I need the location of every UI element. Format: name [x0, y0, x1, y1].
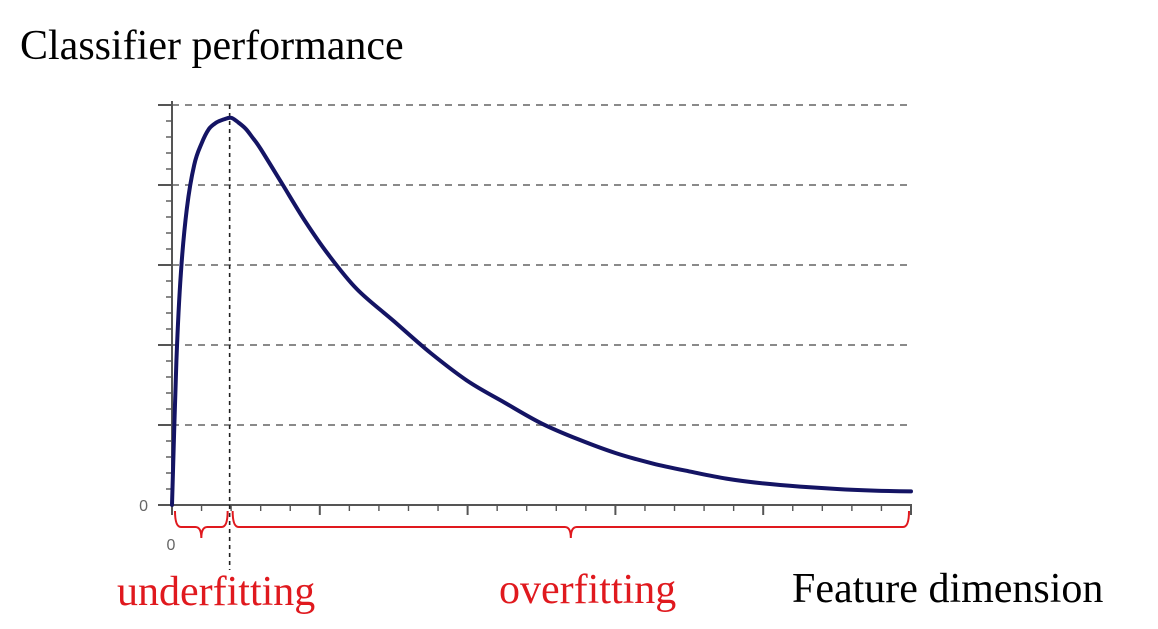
region-brace-underfitting — [174, 510, 229, 539]
chart-title: Classifier performance — [20, 23, 404, 69]
y-tick-label-zero: 0 — [139, 498, 148, 515]
x-tick-label-zero: 0 — [167, 537, 176, 554]
series-line-performance — [170, 115, 913, 507]
overfitting-label: overfitting — [499, 567, 677, 613]
underfitting-label: underfitting — [117, 569, 316, 615]
region-brace-overfitting — [231, 510, 910, 539]
x-axis-label: Feature dimension — [792, 566, 1104, 612]
